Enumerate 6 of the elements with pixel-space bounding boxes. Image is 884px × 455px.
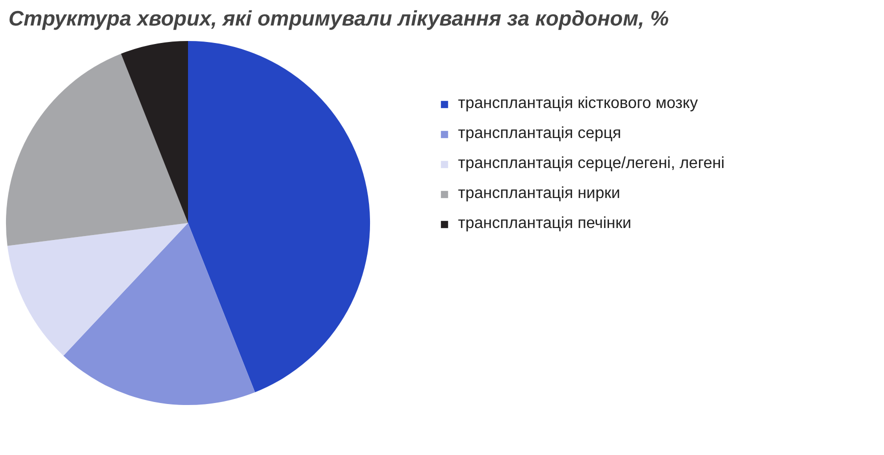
legend-label: трансплантація кісткового мозку <box>458 95 698 113</box>
legend-label: трансплантація серце/легені, легені <box>458 155 725 173</box>
chart-title: Структура хворих, які отримували лікування за кордоном, % <box>8 8 670 30</box>
legend-label: трансплантація нирки <box>458 185 620 203</box>
legend-label: трансплантація серця <box>458 125 622 143</box>
legend-label: трансплантація печінки <box>458 215 632 233</box>
